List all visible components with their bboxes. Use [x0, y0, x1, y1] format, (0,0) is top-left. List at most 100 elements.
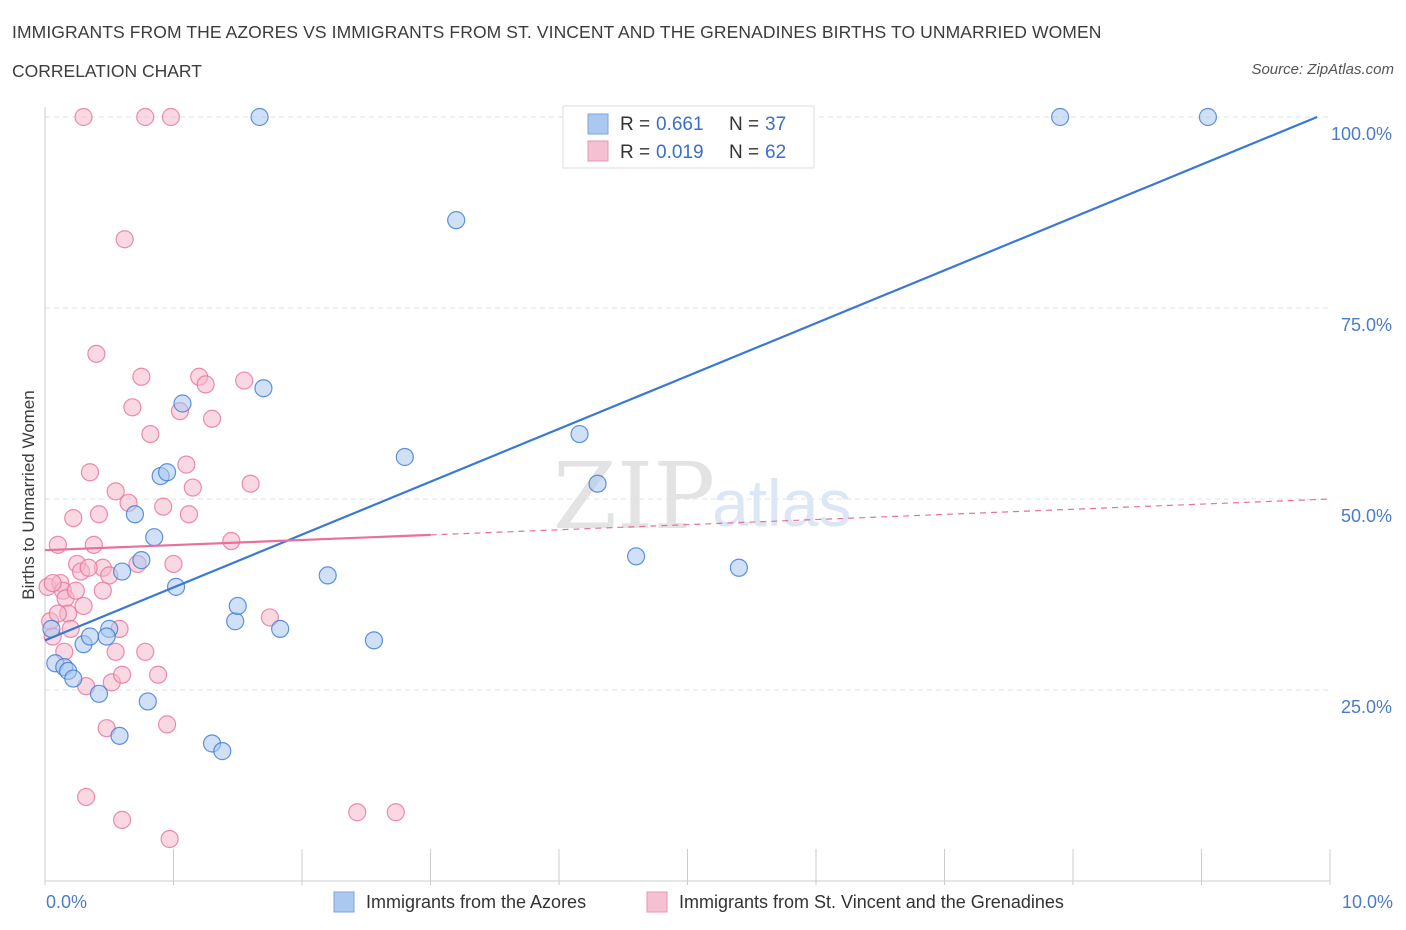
pink-data-point	[348, 803, 367, 822]
blue-data-point	[80, 627, 100, 646]
bottom-legend-swatch-blue	[333, 891, 355, 913]
blue-data-point	[132, 551, 151, 570]
legend-r-label-blue: R =	[620, 114, 650, 135]
blue-data-point	[112, 562, 132, 581]
blue-data-point	[318, 566, 337, 585]
legend-n-value-pink: 62	[765, 142, 786, 163]
pink-data-point	[386, 803, 405, 822]
pink-data-point	[89, 505, 109, 524]
legend-r-label-pink: R =	[620, 142, 650, 163]
pink-data-point	[157, 715, 177, 734]
blue-data-point	[1198, 107, 1218, 127]
pink-data-point	[74, 107, 93, 127]
pink-data-point	[48, 604, 67, 623]
pink-data-point	[93, 581, 112, 600]
blue-data-point	[125, 505, 145, 524]
pink-data-point	[235, 371, 254, 390]
legend-r-value-blue: 0.661	[656, 114, 704, 135]
bottom-legend-label-pink: Immigrants from St. Vincent and the Gren…	[679, 892, 1064, 912]
source-label: Source: ZipAtlas.com	[1251, 61, 1394, 78]
pink-data-point	[160, 829, 179, 849]
blue-data-point	[173, 394, 192, 413]
correlation-legend: R = 0.661 N = 37 R = 0.019 N = 62	[562, 105, 815, 169]
pink-data-point	[43, 573, 62, 593]
watermark-zip: ZIP	[553, 443, 715, 550]
bottom-legend-label-blue: Immigrants from the Azores	[366, 892, 586, 912]
axes	[44, 107, 1331, 885]
pink-data-point	[148, 665, 168, 684]
y-tick-label: 50.0%	[1341, 506, 1392, 526]
pink-data-point	[66, 581, 85, 600]
blue-series-points	[42, 107, 1218, 761]
blue-data-point	[138, 692, 157, 711]
pink-data-point	[84, 535, 103, 554]
pink-data-point	[132, 367, 151, 386]
blue-data-point	[447, 211, 466, 230]
legend-swatch-pink	[587, 140, 609, 162]
pink-data-point	[80, 463, 100, 482]
blue-trend-line	[44, 115, 1318, 642]
blue-data-point	[157, 463, 177, 482]
pink-data-point	[177, 455, 196, 474]
blue-data-point	[570, 424, 589, 444]
pink-data-point	[77, 787, 96, 807]
pink-trend-extension	[430, 498, 1331, 536]
pink-data-point	[241, 474, 260, 493]
pink-data-point	[164, 554, 183, 574]
watermark: ZIP atlas	[553, 443, 851, 550]
blue-data-point	[588, 474, 607, 493]
pink-data-point	[202, 409, 222, 428]
pink-trend-line	[44, 533, 431, 552]
pink-data-point	[183, 478, 202, 497]
y-tick-label: 25.0%	[1341, 697, 1392, 717]
pink-data-point	[141, 424, 160, 444]
pink-data-point	[136, 642, 155, 661]
pink-data-point	[64, 508, 83, 528]
y-tick-label: 75.0%	[1341, 315, 1392, 335]
blue-data-point	[228, 596, 247, 616]
bottom-legend-swatch-pink	[646, 891, 668, 913]
y-tick-labels: 100.0% 75.0% 50.0% 25.0%	[1331, 124, 1392, 717]
series-legend: Immigrants from the Azores Immigrants fr…	[333, 891, 1064, 913]
blue-data-point	[250, 107, 269, 127]
pink-data-point	[106, 482, 125, 501]
blue-data-point	[1051, 107, 1070, 127]
legend-n-label-blue: N =	[729, 114, 759, 135]
x-tick-labels: 0.0% 10.0%	[46, 892, 1393, 912]
blue-data-point	[213, 742, 232, 761]
pink-data-point	[87, 344, 106, 363]
blue-data-point	[226, 612, 245, 631]
legend-n-label-pink: N =	[729, 142, 759, 163]
pink-data-point	[161, 107, 181, 127]
legend-swatch-blue	[587, 113, 609, 135]
pink-data-point	[112, 810, 132, 829]
pink-data-point	[154, 497, 173, 516]
pink-data-point	[196, 375, 215, 394]
blue-data-point	[64, 669, 83, 688]
blue-data-point	[364, 631, 384, 650]
blue-data-point	[145, 528, 164, 547]
trend-lines	[44, 115, 1331, 642]
pink-data-point	[106, 642, 125, 661]
x-tick-label: 10.0%	[1342, 892, 1393, 912]
blue-data-point	[254, 379, 273, 398]
blue-data-point	[395, 447, 414, 467]
pink-data-point	[136, 107, 155, 127]
pink-data-point	[260, 608, 279, 627]
blue-data-point	[110, 726, 129, 745]
pink-data-point	[115, 230, 134, 249]
blue-data-point	[626, 547, 646, 566]
pink-series-points	[38, 107, 405, 849]
chart-subtitle: CORRELATION CHART	[12, 61, 202, 81]
pink-data-point	[112, 665, 132, 684]
blue-data-point	[89, 684, 109, 703]
pink-data-point	[222, 531, 241, 551]
chart-title: IMMIGRANTS FROM THE AZORES VS IMMIGRANTS…	[12, 22, 1102, 42]
pink-data-point	[123, 398, 142, 417]
legend-r-value-pink: 0.019	[656, 142, 704, 163]
pink-data-point	[74, 596, 93, 616]
blue-data-point	[729, 558, 749, 577]
y-tick-label: 100.0%	[1331, 124, 1392, 144]
pink-data-point	[179, 505, 199, 524]
